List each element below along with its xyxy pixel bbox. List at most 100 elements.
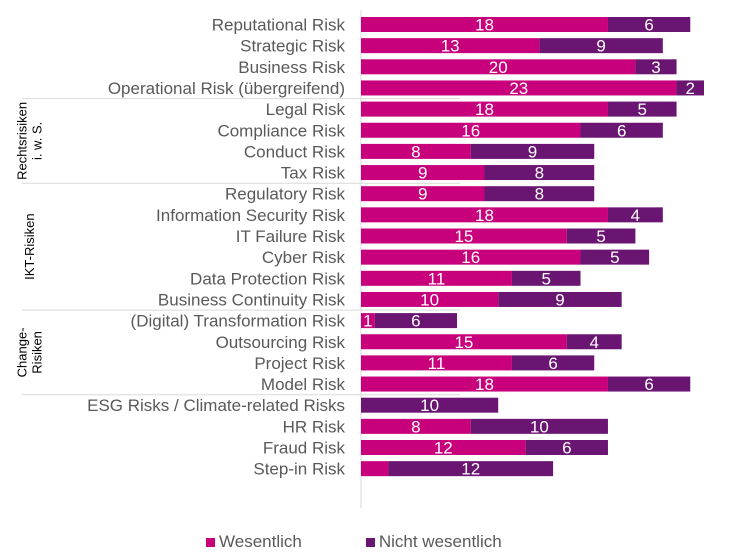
bar-wesentlich-reputational-risk xyxy=(361,17,608,32)
data-label-wesentlich-conduct-risk: 8 xyxy=(411,142,420,161)
bar-wesentlich-hr-risk xyxy=(361,418,471,434)
bar-nicht-wesentlich-digital-transformation-risk xyxy=(374,313,458,329)
data-label-wesentlich-reputational-risk: 18 xyxy=(475,16,494,35)
data-label-wesentlich-information-security-risk: 18 xyxy=(475,206,494,225)
category-label-reputational-risk: Reputational Risk xyxy=(212,16,346,35)
category-label-model-risk: Model Risk xyxy=(261,375,346,394)
category-label-business-continuity-risk: Business Continuity Risk xyxy=(158,290,346,309)
legend-swatch-wesentlich xyxy=(206,537,215,547)
bar-nicht-wesentlich-step-in-risk xyxy=(388,461,554,477)
category-label-operational-risk-bergreifend: Operational Risk (übergreifend) xyxy=(108,79,345,98)
legend-item-nicht-wesentlich[interactable]: Nicht wesentlich xyxy=(365,532,502,552)
category-label-cyber-risk: Cyber Risk xyxy=(262,248,346,267)
category-label-digital-transformation-risk: (Digital) Transformation Risk xyxy=(131,312,346,331)
category-label-business-risk: Business Risk xyxy=(238,58,345,77)
bar-wesentlich-regulatory-risk xyxy=(361,186,485,202)
category-label-legal-risk: Legal Risk xyxy=(266,100,346,119)
data-label-nicht-wesentlich-business-continuity-risk: 9 xyxy=(555,290,564,309)
bar-wesentlich-legal-risk xyxy=(361,101,608,117)
data-label-nicht-wesentlich-strategic-risk: 9 xyxy=(596,37,605,56)
data-label-nicht-wesentlich-fraud-risk: 6 xyxy=(562,439,571,458)
category-label-information-security-risk: Information Security Risk xyxy=(156,206,345,225)
group-label-rechtsrisiken: Rechtsrisiken xyxy=(15,102,30,180)
category-label-it-failure-risk: IT Failure Risk xyxy=(236,227,346,246)
category-label-data-protection-risk: Data Protection Risk xyxy=(190,269,345,288)
bar-wesentlich-operational-risk-bergreifend xyxy=(361,80,677,96)
data-label-nicht-wesentlich-legal-risk: 5 xyxy=(638,100,647,119)
data-label-wesentlich-regulatory-risk: 9 xyxy=(418,185,427,204)
bar-nicht-wesentlich-cyber-risk xyxy=(580,249,650,265)
bar-wesentlich-tax-risk xyxy=(361,165,485,181)
bar-wesentlich-project-risk xyxy=(361,355,512,371)
data-label-wesentlich-project-risk: 11 xyxy=(428,354,446,373)
bar-nicht-wesentlich-regulatory-risk xyxy=(484,186,595,202)
data-label-nicht-wesentlich-operational-risk-bergreifend: 2 xyxy=(686,79,695,98)
bar-wesentlich-model-risk xyxy=(361,376,608,392)
bar-wesentlich-cyber-risk xyxy=(361,249,581,265)
data-label-nicht-wesentlich-compliance-risk: 6 xyxy=(617,121,626,140)
data-label-wesentlich-digital-transformation-risk: 1 xyxy=(363,312,372,331)
category-label-project-risk: Project Risk xyxy=(254,354,345,373)
bar-nicht-wesentlich-data-protection-risk xyxy=(511,270,581,286)
bar-nicht-wesentlich-information-security-risk xyxy=(607,207,663,223)
data-label-wesentlich-business-risk: 20 xyxy=(489,58,508,77)
data-label-nicht-wesentlich-project-risk: 6 xyxy=(548,354,557,373)
bar-wesentlich-fraud-risk xyxy=(361,440,526,455)
data-label-nicht-wesentlich-conduct-risk: 9 xyxy=(528,142,537,161)
category-label-esg-risks-climate-related-risks: ESG Risks / Climate-related Risks xyxy=(87,396,345,415)
bar-nicht-wesentlich-conduct-risk xyxy=(470,143,595,159)
data-label-wesentlich-it-failure-risk: 15 xyxy=(454,227,473,246)
group-label-ikt-risiken: IKT-Risiken xyxy=(22,213,37,279)
group-label-i-w-s: i. w. S. xyxy=(30,122,45,160)
bar-wesentlich-step-in-risk xyxy=(361,461,389,477)
bar-nicht-wesentlich-business-risk xyxy=(635,59,677,75)
category-label-fraud-risk: Fraud Risk xyxy=(263,439,346,458)
data-label-wesentlich-data-protection-risk: 11 xyxy=(428,269,446,288)
category-label-step-in-risk: Step-in Risk xyxy=(253,460,345,479)
data-label-wesentlich-operational-risk-bergreifend: 23 xyxy=(509,79,528,98)
data-label-wesentlich-model-risk: 18 xyxy=(475,375,494,394)
data-label-nicht-wesentlich-it-failure-risk: 5 xyxy=(596,227,605,246)
data-label-wesentlich-strategic-risk: 13 xyxy=(441,37,460,56)
data-label-wesentlich-compliance-risk: 16 xyxy=(461,121,480,140)
bar-nicht-wesentlich-esg-risks-climate-related-risks xyxy=(361,397,499,413)
data-label-nicht-wesentlich-regulatory-risk: 8 xyxy=(535,185,544,204)
category-label-tax-risk: Tax Risk xyxy=(281,164,346,183)
bar-nicht-wesentlich-fraud-risk xyxy=(525,440,608,455)
bar-nicht-wesentlich-business-continuity-risk xyxy=(498,291,622,307)
bar-nicht-wesentlich-outsourcing-risk xyxy=(566,334,622,350)
bar-wesentlich-digital-transformation-risk xyxy=(361,313,375,329)
data-label-nicht-wesentlich-model-risk: 6 xyxy=(644,375,653,394)
category-label-hr-risk: HR Risk xyxy=(283,417,346,436)
data-label-wesentlich-legal-risk: 18 xyxy=(475,100,494,119)
bar-nicht-wesentlich-compliance-risk xyxy=(580,122,663,138)
bar-wesentlich-conduct-risk xyxy=(361,143,471,159)
legend-item-wesentlich[interactable]: Wesentlich xyxy=(206,532,302,552)
bar-wesentlich-business-continuity-risk xyxy=(361,291,499,307)
data-label-nicht-wesentlich-esg-risks-climate-related-risks: 10 xyxy=(420,396,439,415)
data-label-nicht-wesentlich-digital-transformation-risk: 6 xyxy=(411,312,420,331)
legend-label-nicht-wesentlich: Nicht wesentlich xyxy=(378,532,502,551)
bar-nicht-wesentlich-it-failure-risk xyxy=(566,228,636,244)
bar-nicht-wesentlich-hr-risk xyxy=(470,418,608,434)
legend: Wesentlich Nicht wesentlich xyxy=(206,532,502,552)
data-label-nicht-wesentlich-cyber-risk: 5 xyxy=(610,248,619,267)
bar-wesentlich-strategic-risk xyxy=(361,38,540,54)
data-label-nicht-wesentlich-business-risk: 3 xyxy=(651,58,660,77)
data-label-wesentlich-hr-risk: 8 xyxy=(411,417,420,436)
category-label-outsourcing-risk: Outsourcing Risk xyxy=(216,333,346,352)
bar-nicht-wesentlich-model-risk xyxy=(607,376,691,392)
data-label-wesentlich-tax-risk: 9 xyxy=(418,164,427,183)
bar-nicht-wesentlich-legal-risk xyxy=(607,101,677,117)
bar-nicht-wesentlich-project-risk xyxy=(511,355,595,371)
bar-nicht-wesentlich-strategic-risk xyxy=(539,38,663,54)
data-label-wesentlich-outsourcing-risk: 15 xyxy=(454,333,473,352)
group-label-change: Change- xyxy=(15,327,30,377)
bar-wesentlich-business-risk xyxy=(361,59,636,75)
data-label-wesentlich-cyber-risk: 16 xyxy=(461,248,480,267)
bar-wesentlich-outsourcing-risk xyxy=(361,334,567,350)
category-label-compliance-risk: Compliance Risk xyxy=(217,121,345,140)
bar-nicht-wesentlich-reputational-risk xyxy=(607,17,691,32)
data-label-nicht-wesentlich-step-in-risk: 12 xyxy=(461,460,480,479)
